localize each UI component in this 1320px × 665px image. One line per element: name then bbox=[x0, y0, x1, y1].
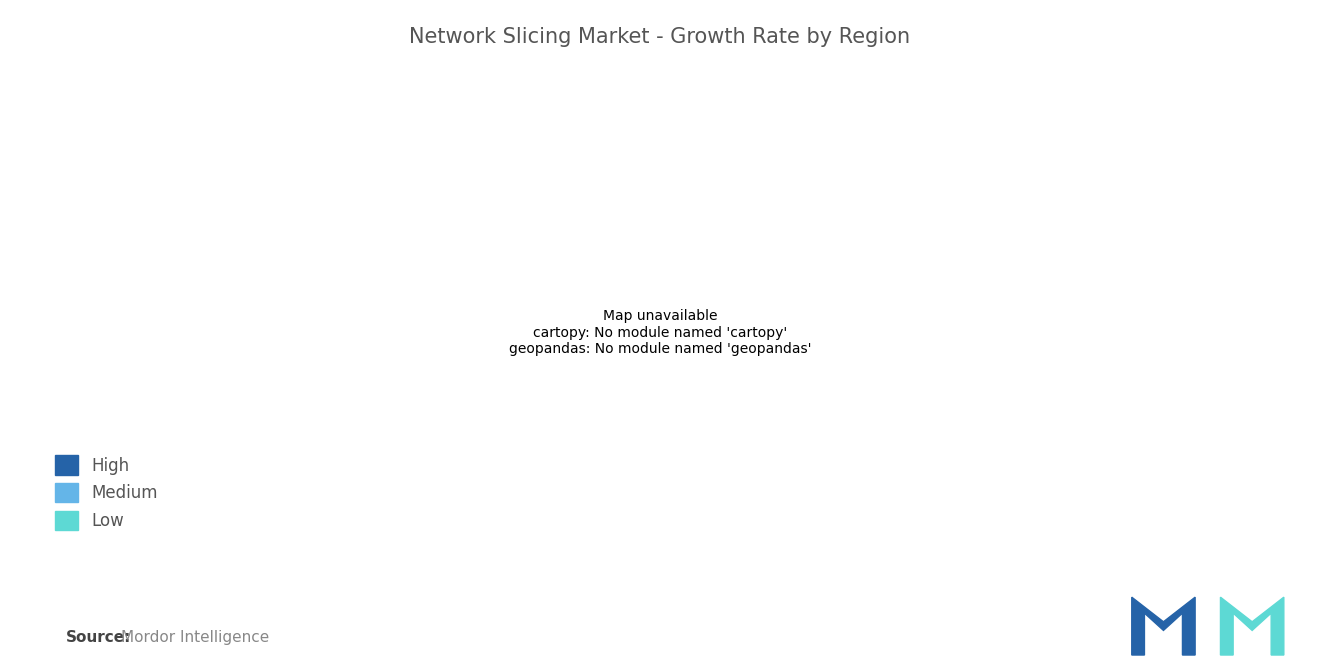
Text: Mordor Intelligence: Mordor Intelligence bbox=[121, 630, 269, 645]
Legend: High, Medium, Low: High, Medium, Low bbox=[48, 449, 165, 537]
Polygon shape bbox=[1221, 597, 1284, 655]
Text: Network Slicing Market - Growth Rate by Region: Network Slicing Market - Growth Rate by … bbox=[409, 27, 911, 47]
Text: Source:: Source: bbox=[66, 630, 132, 645]
Text: Map unavailable
cartopy: No module named 'cartopy'
geopandas: No module named 'g: Map unavailable cartopy: No module named… bbox=[508, 309, 812, 356]
Polygon shape bbox=[1131, 597, 1195, 655]
